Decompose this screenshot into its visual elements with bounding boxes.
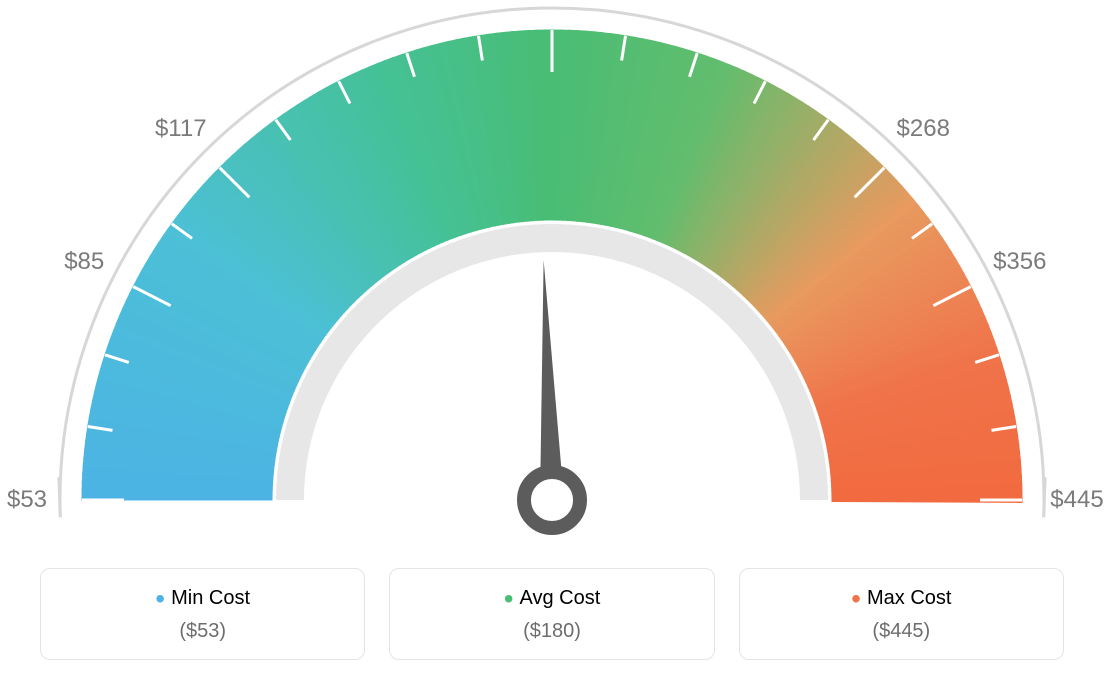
legend-card-min: •Min Cost ($53) (40, 568, 365, 660)
legend-title-max: •Max Cost (750, 587, 1053, 610)
legend-card-max: •Max Cost ($445) (739, 568, 1064, 660)
legend-label-min: Min Cost (171, 587, 250, 609)
gauge-svg (0, 0, 1104, 560)
legend-title-avg: •Avg Cost (400, 587, 703, 610)
legend-title-min: •Min Cost (51, 587, 354, 610)
dot-icon-max: • (851, 583, 861, 614)
chart-container: $53$85$117$180$268$356$445 •Min Cost ($5… (0, 0, 1104, 690)
tick-label: $356 (993, 248, 1046, 276)
tick-label: $85 (64, 248, 104, 276)
legend-row: •Min Cost ($53) •Avg Cost ($180) •Max Co… (40, 568, 1064, 660)
legend-card-avg: •Avg Cost ($180) (389, 568, 714, 660)
tick-label: $53 (7, 486, 47, 514)
legend-value-avg: ($180) (400, 620, 703, 643)
dot-icon-min: • (155, 583, 165, 614)
legend-label-avg: Avg Cost (520, 587, 601, 609)
legend-label-max: Max Cost (867, 587, 951, 609)
legend-value-max: ($445) (750, 620, 1053, 643)
gauge-area: $53$85$117$180$268$356$445 (0, 0, 1104, 560)
legend-value-min: ($53) (51, 620, 354, 643)
tick-label: $117 (155, 115, 207, 143)
tick-label: $445 (1050, 486, 1103, 514)
dot-icon-avg: • (504, 583, 514, 614)
tick-label: $268 (897, 115, 950, 143)
